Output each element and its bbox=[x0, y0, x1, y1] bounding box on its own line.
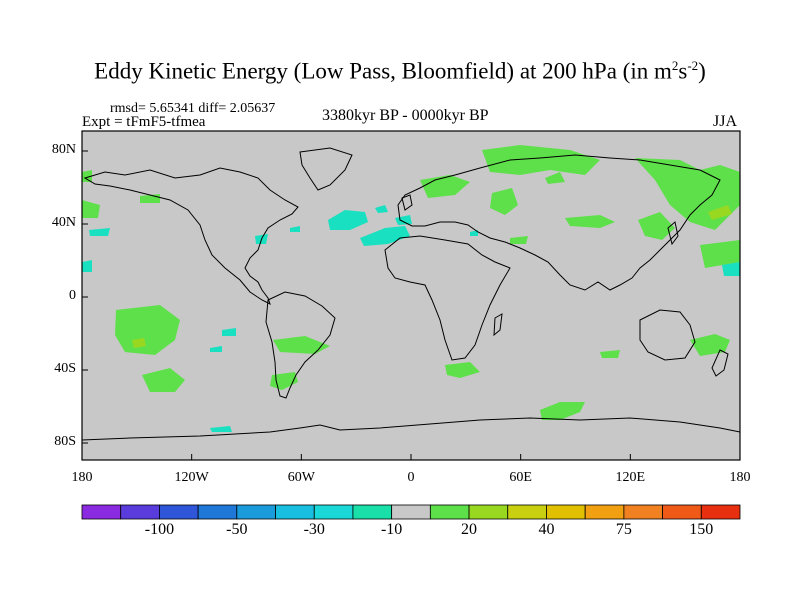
positive-anomaly-region bbox=[445, 362, 480, 378]
colorbar-swatch bbox=[507, 504, 547, 520]
y-tick-label: 40N bbox=[51, 215, 76, 230]
positive-anomaly-region bbox=[273, 336, 330, 354]
colorbar-label: 40 bbox=[538, 521, 555, 538]
positive-anomaly-region bbox=[420, 175, 470, 198]
negative-anomaly-region bbox=[328, 210, 368, 230]
negative-anomaly-region bbox=[290, 226, 300, 232]
antarctica-coast bbox=[81, 417, 741, 441]
positive-anomaly-region bbox=[510, 236, 528, 244]
colorbar-swatch bbox=[275, 504, 315, 520]
colorbar-label: -100 bbox=[144, 521, 175, 538]
colorbar-swatch bbox=[236, 504, 276, 520]
colorbar-label: -50 bbox=[226, 521, 248, 538]
plot-title: Eddy Kinetic Energy (Low Pass, Bloomfiel… bbox=[94, 58, 706, 84]
season-label: JJA bbox=[713, 113, 738, 130]
japan-coast bbox=[667, 221, 679, 246]
british-isles-coast bbox=[401, 194, 413, 211]
x-tick-label: 60W bbox=[287, 470, 315, 485]
colorbar-label: 150 bbox=[689, 521, 714, 538]
negative-anomaly-region bbox=[360, 226, 410, 246]
y-tick-label: 80S bbox=[54, 434, 76, 449]
positive-anomaly-region bbox=[700, 240, 740, 268]
colorbar-swatch bbox=[391, 504, 431, 520]
positive-anomaly-region bbox=[142, 368, 185, 392]
colorbar-swatch bbox=[197, 504, 238, 520]
positive-anomaly-region bbox=[115, 305, 180, 355]
colorbar-swatch bbox=[662, 504, 702, 520]
negative-anomaly-region bbox=[470, 230, 478, 236]
x-axis-ticks bbox=[81, 454, 741, 460]
strong-positive-anomaly-region bbox=[132, 338, 146, 348]
colorbar-swatch bbox=[352, 504, 393, 520]
x-tick-label: 0 bbox=[407, 470, 415, 485]
negative-anomaly-region bbox=[722, 262, 740, 276]
eurasia-coast bbox=[397, 154, 721, 291]
period-label: 3380kyr BP - 0000kyr BP bbox=[322, 107, 489, 124]
australia-coast bbox=[639, 309, 696, 361]
colorbar-swatch bbox=[546, 504, 586, 520]
positive-anomaly-region bbox=[540, 402, 585, 420]
colorbar-label: 20 bbox=[461, 521, 478, 538]
y-axis-ticks bbox=[82, 150, 88, 444]
colorbar-swatch bbox=[468, 504, 509, 520]
anomaly-patches bbox=[82, 145, 740, 432]
x-tick-label: 60E bbox=[509, 470, 532, 485]
negative-anomaly-region bbox=[82, 260, 92, 272]
colorbar-swatch bbox=[429, 504, 470, 520]
madagascar-coast bbox=[493, 313, 503, 337]
colorbar-swatch bbox=[120, 504, 160, 520]
negative-anomaly-region bbox=[375, 205, 388, 213]
new-zealand-coast bbox=[711, 349, 729, 377]
colorbar-swatch bbox=[584, 504, 625, 520]
negative-anomaly-region bbox=[210, 426, 232, 432]
colorbar-swatch bbox=[700, 504, 741, 520]
y-tick-label: 0 bbox=[69, 288, 76, 303]
x-tick-label: 180 bbox=[729, 470, 751, 485]
positive-anomaly-region bbox=[545, 172, 565, 184]
positive-anomaly-region bbox=[490, 188, 518, 215]
africa-coast bbox=[384, 235, 511, 361]
positive-anomaly-region bbox=[82, 200, 100, 218]
positive-anomaly-region bbox=[482, 145, 600, 175]
coastlines bbox=[81, 147, 741, 441]
map-background bbox=[82, 131, 740, 460]
greenland-coast bbox=[299, 147, 353, 191]
colorbar-label: -30 bbox=[303, 521, 325, 538]
positive-anomaly-region bbox=[82, 170, 92, 182]
y-tick-label: 40S bbox=[54, 361, 76, 376]
colorbar-swatch bbox=[623, 504, 663, 520]
rmsd-stats: rmsd= 5.65341 diff= 2.05637 bbox=[110, 101, 276, 116]
negative-anomaly-region bbox=[222, 328, 236, 336]
colorbar-swatch bbox=[81, 504, 122, 520]
colorbar-label: -10 bbox=[380, 521, 403, 538]
y-tick-label: 80N bbox=[51, 142, 76, 157]
south-america-coast bbox=[265, 291, 336, 399]
positive-anomaly-region bbox=[600, 350, 620, 358]
strong-positive-anomaly-region bbox=[708, 205, 732, 220]
positive-anomaly-region bbox=[638, 212, 675, 240]
colorbar-swatch bbox=[159, 504, 199, 520]
colorbar-label: 75 bbox=[615, 521, 632, 538]
x-tick-label: 120W bbox=[174, 470, 209, 485]
colorbar bbox=[81, 504, 741, 520]
positive-anomaly-region bbox=[565, 215, 615, 228]
x-tick-label: 180 bbox=[71, 470, 93, 485]
x-tick-label: 120E bbox=[615, 470, 646, 485]
negative-anomaly-region bbox=[89, 228, 110, 236]
colorbar-swatch bbox=[313, 504, 354, 520]
experiment-label: Expt = tFmF5-tfmea bbox=[82, 114, 206, 130]
negative-anomaly-region bbox=[210, 346, 222, 352]
north-america-coast bbox=[83, 167, 299, 305]
